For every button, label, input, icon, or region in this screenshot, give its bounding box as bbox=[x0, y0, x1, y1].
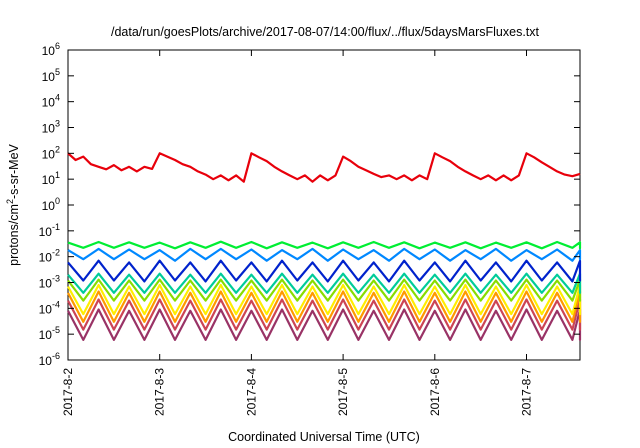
x-tick-label: 2017-8-3 bbox=[153, 368, 167, 416]
series-line-6 bbox=[67, 278, 582, 302]
y-tick-label: 102 bbox=[42, 144, 60, 161]
y-tick-label: 10-3 bbox=[39, 274, 60, 291]
series-line-4 bbox=[67, 259, 582, 283]
series-line-7 bbox=[67, 283, 582, 316]
x-tick-label: 2017-8-2 bbox=[61, 368, 75, 416]
y-axis-label-rest: -s-sr-MeV bbox=[7, 143, 21, 199]
x-axis-label: Coordinated Universal Time (UTC) bbox=[228, 430, 420, 444]
y-tick-label: 104 bbox=[42, 93, 60, 110]
y-tick-label: 100 bbox=[42, 196, 60, 213]
y-tick-label: 106 bbox=[42, 41, 60, 58]
x-tick-label: 2017-8-5 bbox=[336, 368, 350, 416]
series-line-5 bbox=[67, 272, 582, 294]
x-tick-label: 2017-8-4 bbox=[244, 368, 258, 416]
series-layer bbox=[67, 152, 582, 341]
y-tick-label: 101 bbox=[42, 170, 60, 187]
y-tick-label: 10-6 bbox=[39, 351, 60, 368]
y-tick-label: 10-2 bbox=[39, 248, 60, 265]
y-axis-label: protons/cm2-s-sr-MeV bbox=[5, 143, 21, 265]
x-tick-label: 2017-8-6 bbox=[428, 368, 442, 416]
x-axis-ticks: 2017-8-2 2017-8-3 2017-8-4 2017-8-5 2017-8-6… bbox=[61, 50, 534, 416]
y-tick-label: 10-1 bbox=[39, 222, 60, 239]
y-axis-ticks: 10-6 10-5 10-4 10-3 10-2 10-1 100 101 102 103 104 1… bbox=[39, 41, 580, 368]
y-axis-label-base: protons/cm bbox=[7, 204, 21, 266]
series-line-1 bbox=[67, 152, 581, 183]
y-axis-label-sup: 2 bbox=[5, 199, 15, 204]
series-line-9 bbox=[67, 298, 582, 331]
y-tick-label: 10-5 bbox=[39, 325, 60, 342]
y-tick-label: 105 bbox=[42, 67, 60, 84]
x-tick-label: 2017-8-7 bbox=[520, 368, 534, 416]
chart-title: /data/run/goesPlots/archive/2017-08-07/1… bbox=[111, 25, 540, 39]
series-line-8 bbox=[67, 290, 582, 323]
series-line-3 bbox=[67, 247, 582, 262]
y-tick-label: 103 bbox=[42, 119, 60, 136]
y-tick-label: 10-4 bbox=[39, 299, 60, 316]
series-line-10 bbox=[67, 308, 582, 341]
series-line-2 bbox=[67, 240, 582, 250]
